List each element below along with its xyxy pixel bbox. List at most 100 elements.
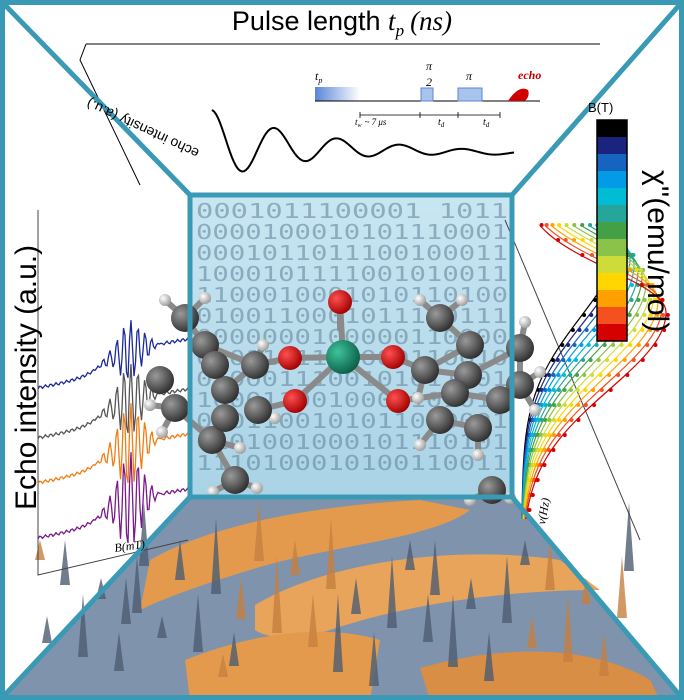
colorbar-cell: [597, 137, 627, 154]
hydrogen: [144, 399, 156, 411]
colorbar-cell: [597, 188, 627, 205]
chi-point: [551, 433, 556, 437]
delay-text: t: [483, 117, 486, 128]
colorbar-cell: [597, 273, 627, 290]
carbon: [411, 356, 439, 384]
spike: [448, 594, 458, 667]
chi-point: [572, 238, 577, 242]
chi-point: [665, 313, 670, 317]
chi-point: [561, 358, 566, 362]
carbon: [426, 304, 454, 332]
chi-point: [622, 358, 627, 362]
hydrogen: [257, 339, 269, 351]
chi-point: [556, 373, 561, 377]
chi-point: [550, 223, 555, 227]
chi-point: [592, 328, 597, 332]
chi-point: [596, 358, 601, 362]
title-variable: t: [388, 6, 397, 36]
pulse: [457, 87, 483, 102]
chi-point: [562, 403, 567, 407]
spike: [563, 594, 573, 662]
edge: [510, 495, 684, 700]
chi-curve: [523, 224, 655, 520]
colorbar-border: [596, 119, 628, 342]
chi-point: [588, 223, 593, 227]
delay-label: td: [438, 117, 445, 129]
wait-subscript: w: [358, 123, 362, 129]
chi-point: [556, 238, 561, 242]
chi-point: [557, 403, 562, 407]
chi-point: [625, 373, 630, 377]
chi-point: [645, 283, 650, 287]
chi-point: [586, 343, 591, 347]
chi-curve: [521, 224, 635, 520]
hydrogen: [251, 482, 263, 494]
chi-point: [551, 448, 556, 452]
chi-point: [638, 268, 643, 272]
chi-point: [619, 343, 624, 347]
right-axis-label: χ''(emu/mol): [641, 170, 674, 332]
terrain: [420, 651, 660, 700]
hydrogen: [234, 442, 246, 454]
chi-point: [629, 298, 634, 302]
chi-point: [662, 328, 667, 332]
colorbar-cell: [597, 290, 627, 307]
chi-point: [530, 493, 535, 497]
metal: [326, 340, 360, 374]
chi-point: [568, 373, 573, 377]
chi-point: [616, 373, 621, 377]
binary-row: 0000100010101110001: [196, 220, 508, 244]
chi-point: [539, 223, 544, 227]
chi-point: [575, 373, 580, 377]
chi-point: [591, 388, 596, 392]
colorbar-cell: [597, 324, 627, 341]
chi-point: [635, 313, 640, 317]
chi-point: [631, 358, 636, 362]
spike: [229, 632, 239, 666]
chi-point: [628, 253, 633, 257]
chi-point: [546, 373, 551, 377]
oxygen: [278, 346, 302, 370]
chi-point: [632, 328, 637, 332]
title: Pulse length tp (ns): [232, 6, 452, 40]
chi-point: [584, 328, 589, 332]
chi-point: [577, 328, 582, 332]
chi-point: [583, 388, 588, 392]
spike: [581, 578, 591, 604]
chi-point: [556, 433, 561, 437]
chi-point: [546, 448, 551, 452]
delay-label: td: [483, 117, 490, 129]
chi-point: [655, 313, 660, 317]
delay-text: t: [438, 117, 441, 128]
chi-point: [567, 358, 572, 362]
chi-point: [551, 403, 556, 407]
chi-point: [562, 388, 567, 392]
chi-point: [527, 508, 532, 512]
chi-point: [636, 298, 641, 302]
chi-point: [580, 223, 585, 227]
chi-point: [629, 283, 634, 287]
chi-point: [544, 223, 549, 227]
spike: [193, 594, 203, 652]
spectrum: [37, 364, 189, 440]
pulse: [315, 87, 360, 101]
top-axis: [79, 43, 141, 186]
chi-point: [566, 343, 571, 347]
pulse-label: 2: [426, 75, 432, 89]
wait-text: t: [355, 117, 358, 127]
spike: [599, 632, 609, 676]
chi-point: [605, 358, 610, 362]
pulse-label: tp: [315, 69, 322, 85]
spike: [624, 502, 634, 571]
sequence-ticks: [359, 112, 501, 118]
chi-point: [645, 343, 650, 347]
chi-point: [569, 403, 574, 407]
chi-point: [634, 268, 639, 272]
chi-point: [627, 268, 632, 272]
spike: [60, 540, 70, 585]
binary-row: 1110100010100110011: [196, 451, 508, 475]
carbon: [478, 476, 506, 504]
binary-row: 0101001000101110101: [196, 430, 508, 454]
